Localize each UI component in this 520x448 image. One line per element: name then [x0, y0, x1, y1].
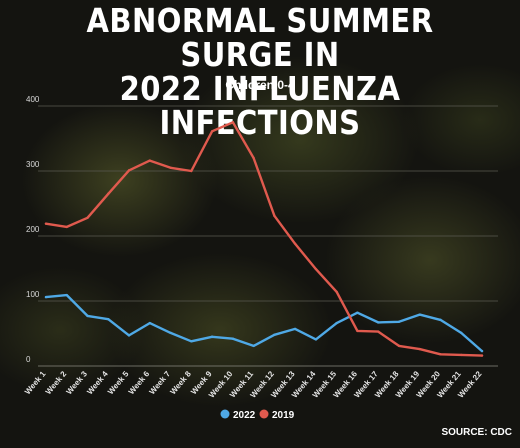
x-tick-label-4: Week 4: [85, 369, 110, 396]
data-point-2022-2: [65, 293, 68, 297]
title-line-2: 2022 INFLUENZA INFECTIONS: [119, 69, 401, 142]
chart-title: ABNORMAL SUMMER SURGE IN 2022 INFLUENZA …: [31, 4, 489, 140]
data-point-2022-9: [210, 335, 214, 338]
data-point-2019-17: [376, 330, 380, 333]
data-point-2022-11: [252, 344, 255, 348]
data-point-2022-12: [273, 333, 276, 336]
legend-marker-2022: [220, 409, 230, 419]
x-tick-label-2: Week 2: [44, 369, 69, 396]
data-point-2022-21: [460, 331, 463, 335]
data-point-2019-5: [127, 169, 131, 172]
data-point-2019-7: [169, 166, 172, 169]
data-point-2022-1: [44, 295, 48, 299]
data-point-2019-15: [335, 290, 338, 294]
data-point-2019-18: [397, 344, 401, 348]
data-point-2022-22: [480, 349, 484, 353]
data-point-2019-22: [480, 354, 484, 357]
x-tick-label-7: Week 7: [148, 369, 173, 396]
data-point-2022-5: [127, 334, 131, 337]
data-point-2019-14: [314, 267, 318, 271]
x-tick-label-1: Week 1: [23, 369, 48, 396]
x-tick-label-3: Week 3: [65, 369, 90, 396]
data-point-2022-14: [314, 338, 318, 341]
data-point-2019-12: [273, 214, 276, 218]
data-point-2022-3: [86, 314, 89, 318]
data-point-2019-13: [293, 242, 297, 245]
data-point-2022-10: [231, 337, 235, 340]
y-tick-label-200: 200: [26, 225, 40, 234]
data-point-2022-4: [107, 318, 110, 321]
data-point-2022-13: [293, 327, 297, 331]
data-point-2019-10: [231, 121, 235, 124]
data-point-2022-15: [335, 321, 338, 325]
data-point-2019-2: [65, 225, 68, 229]
x-tick-label-5: Week 5: [106, 369, 131, 396]
data-point-2022-17: [376, 321, 380, 324]
data-point-2022-7: [169, 331, 172, 335]
data-point-2022-20: [439, 318, 442, 322]
data-point-2022-8: [190, 340, 193, 343]
series-line-2022: [44, 293, 484, 353]
chart-subtitle: Children 0-4: [225, 78, 295, 92]
data-point-2022-16: [356, 311, 359, 314]
legend-marker-2019: [259, 409, 269, 419]
data-point-2022-19: [418, 313, 421, 316]
data-point-2019-4: [107, 192, 110, 195]
y-tick-label-400: 400: [26, 95, 40, 104]
data-point-2022-6: [148, 321, 152, 325]
source-note: SOURCE: CDC: [441, 427, 512, 438]
legend-label-2022: 2022: [233, 410, 256, 421]
data-point-2019-3: [86, 216, 89, 219]
data-point-2019-11: [252, 156, 255, 160]
data-point-2019-19: [418, 347, 421, 351]
data-point-2019-8: [190, 169, 193, 173]
data-point-2019-9: [210, 130, 214, 133]
legend-label-2019: 2019: [272, 410, 295, 421]
data-point-2019-16: [356, 329, 359, 333]
data-point-2019-6: [148, 159, 152, 162]
y-tick-label-100: 100: [26, 290, 40, 299]
series-line-2019: [44, 121, 484, 357]
data-point-2019-20: [439, 353, 442, 356]
title-line-1: ABNORMAL SUMMER SURGE IN: [86, 1, 434, 74]
data-point-2019-1: [44, 222, 48, 225]
data-point-2022-18: [397, 320, 401, 323]
y-tick-label-0: 0: [26, 355, 31, 364]
x-tick-label-6: Week 6: [127, 369, 152, 396]
y-tick-label-300: 300: [26, 160, 40, 169]
data-point-2019-21: [460, 353, 463, 357]
x-tick-label-8: Week 8: [168, 369, 193, 396]
